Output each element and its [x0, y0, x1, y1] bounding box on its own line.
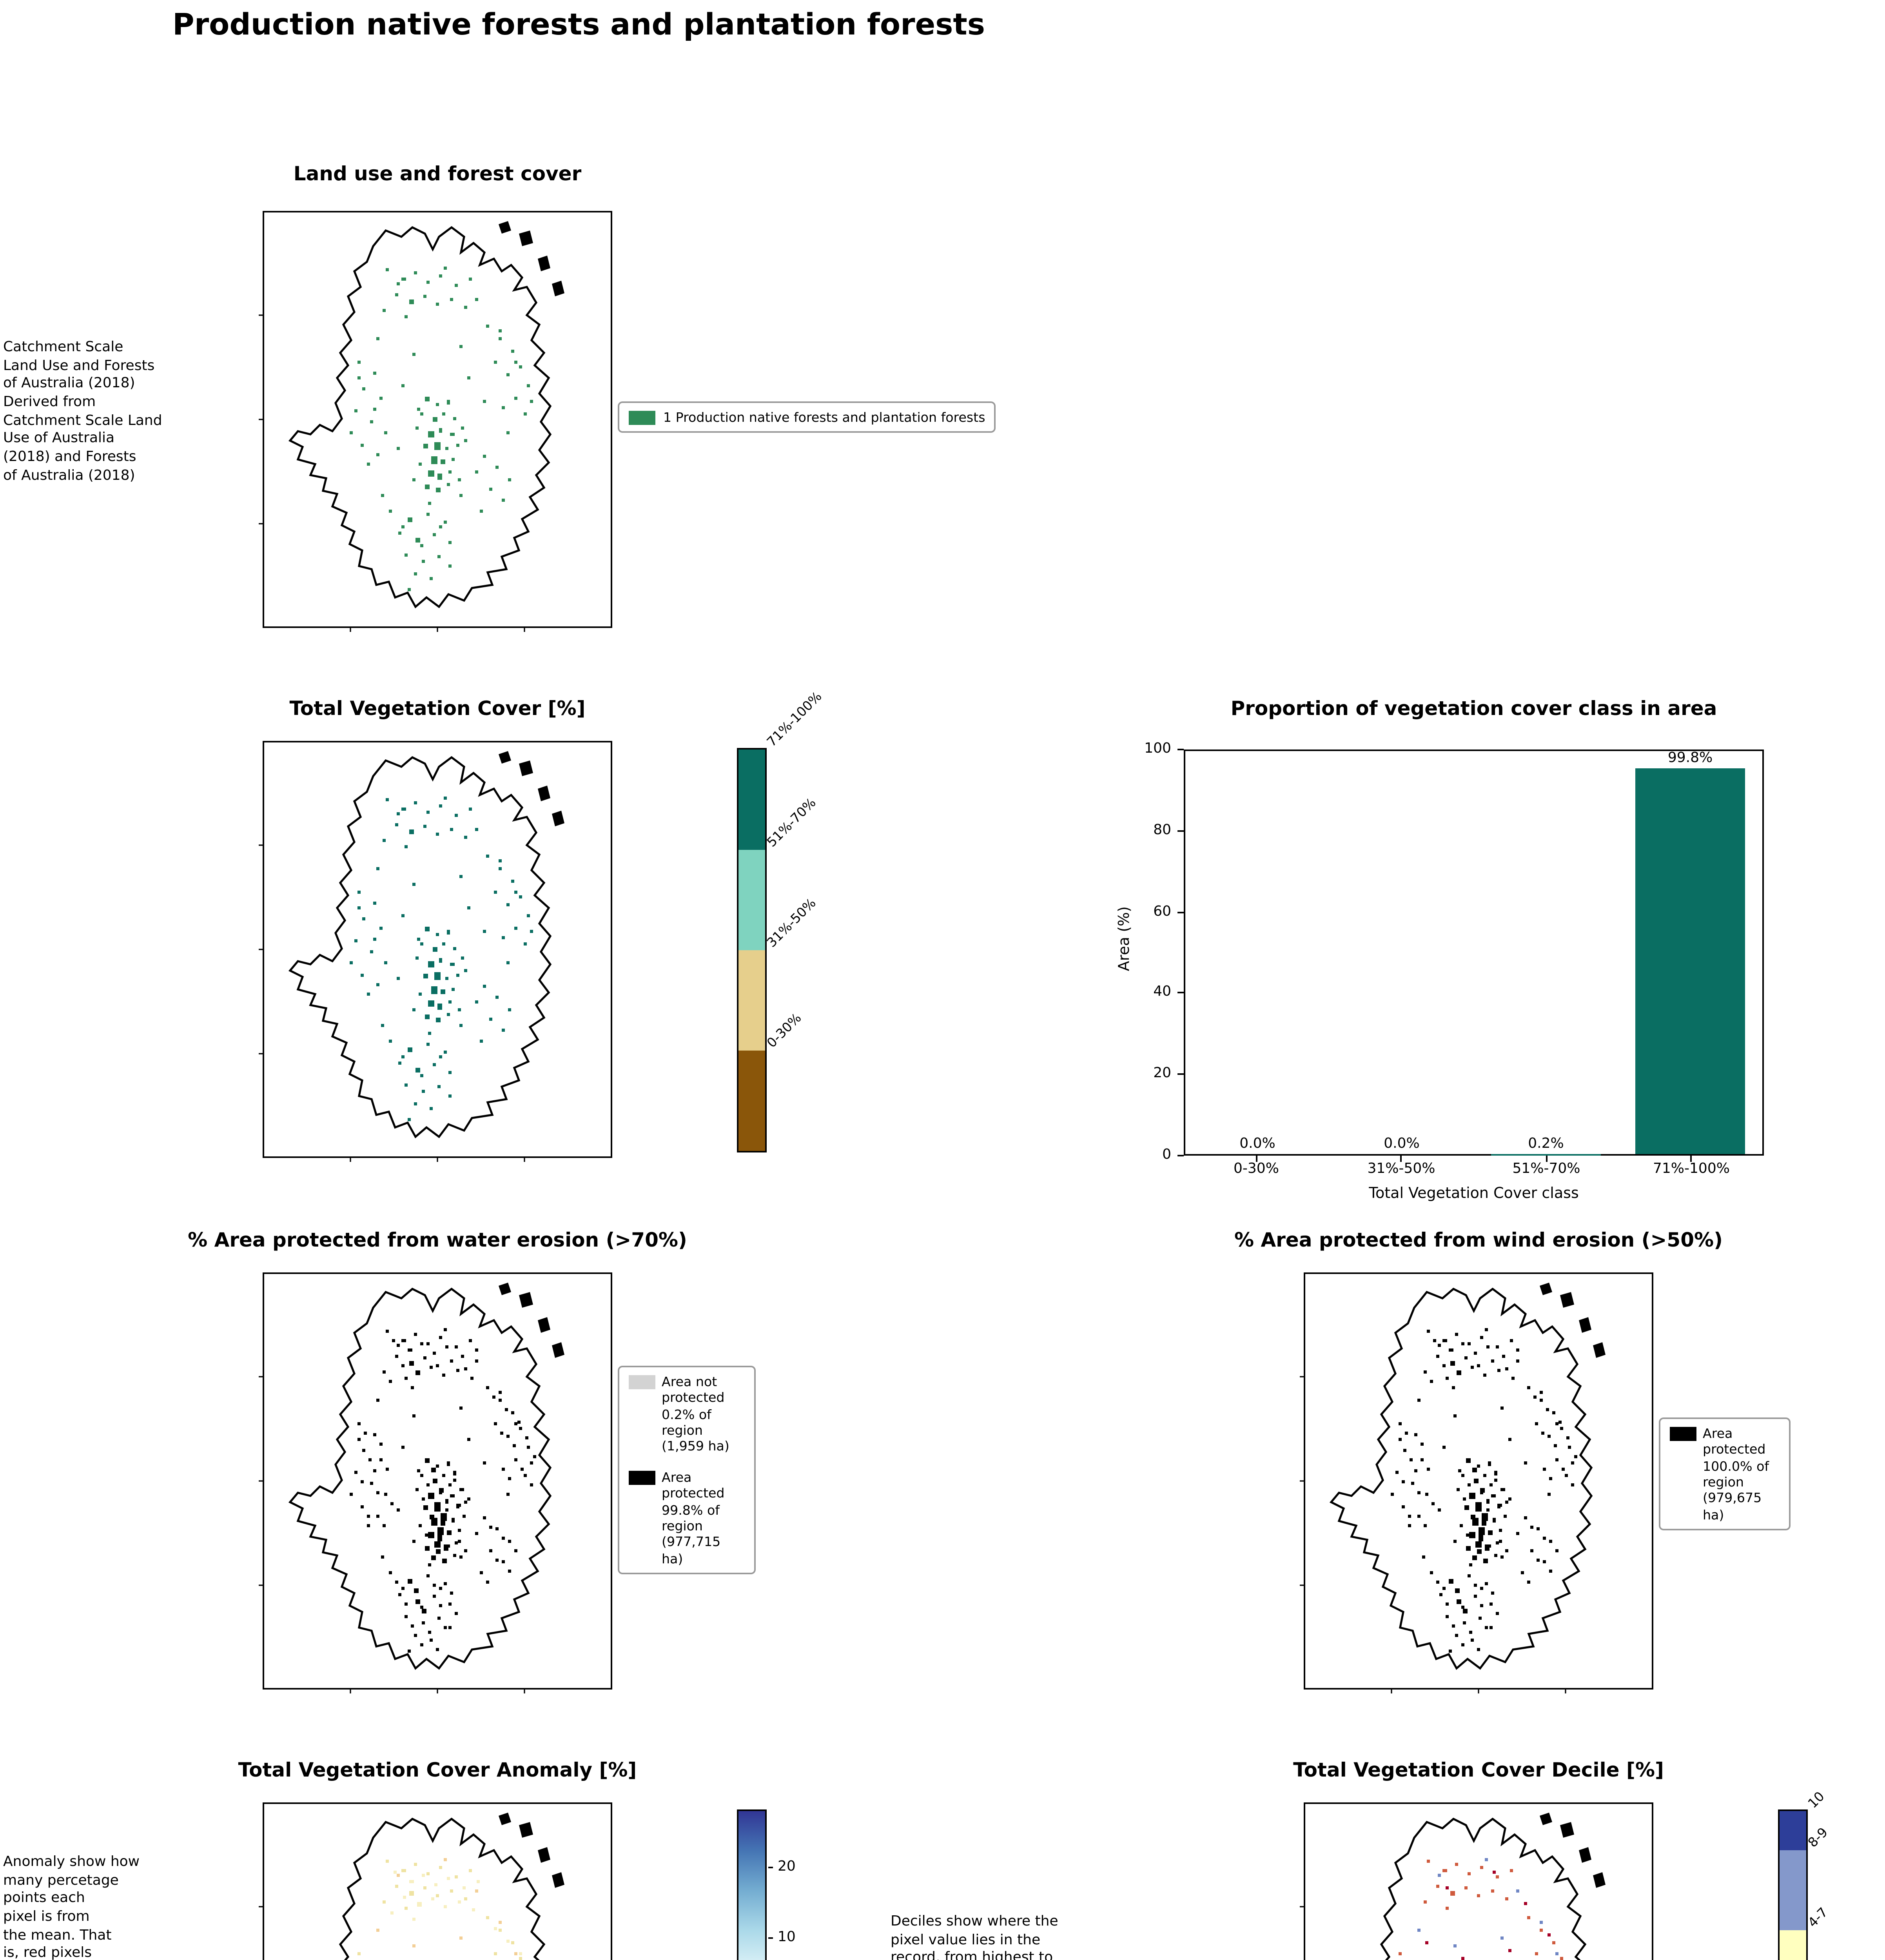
- colorbar-segment: [738, 950, 765, 1051]
- water-erosion-legend: Area not protected 0.2% of region (1,959…: [618, 1366, 756, 1574]
- anomaly-colorbar: 20 10 0 −10 −20: [737, 1809, 796, 1960]
- colorbar-segment: [738, 750, 765, 850]
- bar-slot: 0.0%: [1185, 751, 1330, 1154]
- x-tick-label: 71%-100%: [1653, 1162, 1730, 1178]
- veg-cover-title: Total Vegetation Cover [%]: [289, 696, 586, 720]
- y-tick-label: 0: [1162, 1148, 1171, 1163]
- bar: [1491, 1153, 1601, 1154]
- colorbar-tick-label: 10: [1804, 1788, 1827, 1811]
- colorbar-tick-label: 10: [778, 1931, 796, 1947]
- bar-slot: 99.8%: [1618, 751, 1762, 1154]
- colorbar-tick-label: 51%-70%: [763, 794, 819, 850]
- colorbar-segment: [1780, 1930, 1806, 1960]
- decile-map: [1299, 1802, 1653, 1960]
- x-tick-label: 31%-50%: [1367, 1162, 1435, 1178]
- legend-entry: Area protected 99.8% of region (977,715 …: [629, 1469, 725, 1566]
- land-use-legend-swatch-icon: [629, 411, 655, 425]
- bar-chart-plot: 0.0% 0.0% 0.2% 99.8%: [1184, 750, 1764, 1156]
- water-erosion-map: [258, 1272, 612, 1694]
- area-not-protected-swatch-icon: [629, 1375, 655, 1389]
- y-tick-label: 100: [1144, 742, 1171, 757]
- legend-entry: Area not protected 0.2% of region (1,959…: [629, 1374, 729, 1455]
- x-tick-label: 0-30%: [1234, 1162, 1279, 1178]
- colorbar-segment: [1780, 1851, 1806, 1931]
- anomaly-title: Total Vegetation Cover Anomaly [%]: [238, 1758, 637, 1781]
- bar-slot: 0.2%: [1474, 751, 1618, 1154]
- y-tick-label: 20: [1153, 1066, 1171, 1082]
- land-use-title: Land use and forest cover: [293, 162, 582, 185]
- colorbar-tick-label: 71%-100%: [763, 688, 825, 750]
- colorbar-tick-label: 31%-50%: [763, 895, 819, 950]
- y-tick-label: 60: [1153, 904, 1171, 920]
- legend-entry: Area protected 100.0% of region (979,675…: [1670, 1425, 1769, 1523]
- colorbar-tick-label: 4-7: [1804, 1904, 1831, 1931]
- land-use-legend: 1 Production native forests and plantati…: [618, 401, 996, 433]
- anomaly-map: [258, 1802, 612, 1960]
- bar-value-label: 0.0%: [1239, 1137, 1275, 1152]
- y-axis-label: Area (%): [1116, 906, 1134, 971]
- bar: [1635, 768, 1745, 1154]
- x-tick-label: 51%-70%: [1512, 1162, 1580, 1178]
- colorbar-segment: [738, 1051, 765, 1151]
- decile-colorbar: 10 8-9 4-7 2-3 1: [1778, 1788, 1831, 1960]
- bar-series: 0.0% 0.0% 0.2% 99.8%: [1185, 751, 1762, 1154]
- legend-label: Area protected 99.8% of region (977,715 …: [662, 1469, 725, 1566]
- colorbar-tick-label: 0-30%: [763, 1010, 804, 1051]
- legend-label: Area not protected 0.2% of region (1,959…: [662, 1374, 729, 1454]
- bar-chart-title: Proportion of vegetation cover class in …: [1230, 696, 1717, 720]
- colorbar-tick-label: 8-9: [1804, 1824, 1831, 1851]
- decile-note: Deciles show where the pixel value lies …: [891, 1915, 1058, 1960]
- y-axis: 0 20 40 60 80 100: [1115, 742, 1184, 1163]
- bar-slot: 0.0%: [1330, 751, 1474, 1154]
- colorbar-segment: [1780, 1811, 1806, 1851]
- land-use-map: [258, 211, 612, 633]
- land-use-source-note: Catchment Scale Land Use and Forests of …: [3, 340, 162, 485]
- y-tick-label: 80: [1153, 823, 1171, 839]
- area-protected-swatch-icon: [629, 1470, 655, 1485]
- x-axis-label: Total Vegetation Cover class: [1369, 1185, 1579, 1203]
- anomaly-note: Anomaly show how many percetage points e…: [3, 1855, 140, 1960]
- area-protected-swatch-icon: [1670, 1427, 1696, 1441]
- colorbar-tick-label: 20: [778, 1859, 796, 1875]
- wind-erosion-map: [1299, 1272, 1653, 1694]
- y-tick-label: 40: [1153, 985, 1171, 1001]
- colorbar-segment: [738, 850, 765, 950]
- bar-value-label: 0.2%: [1528, 1136, 1564, 1152]
- land-use-legend-label: 1 Production native forests and plantati…: [663, 409, 985, 425]
- bar-value-label: 0.0%: [1384, 1137, 1420, 1152]
- water-erosion-title: % Area protected from water erosion (>70…: [188, 1228, 687, 1251]
- decile-title: Total Vegetation Cover Decile [%]: [1293, 1758, 1664, 1781]
- veg-cover-map: [258, 741, 612, 1163]
- wind-erosion-legend: Area protected 100.0% of region (979,675…: [1659, 1417, 1791, 1531]
- x-axis: 0-30% 31%-50% 51%-70% 71%-100%: [1184, 1162, 1764, 1178]
- legend-label: Area protected 100.0% of region (979,675…: [1703, 1425, 1769, 1523]
- veg-cover-colorbar: 71%-100% 51%-70% 31%-50% 0-30%: [737, 688, 825, 1152]
- wind-erosion-title: % Area protected from wind erosion (>50%…: [1234, 1228, 1723, 1251]
- bar-value-label: 99.8%: [1667, 751, 1713, 767]
- page-title: Production native forests and plantation…: [172, 8, 985, 42]
